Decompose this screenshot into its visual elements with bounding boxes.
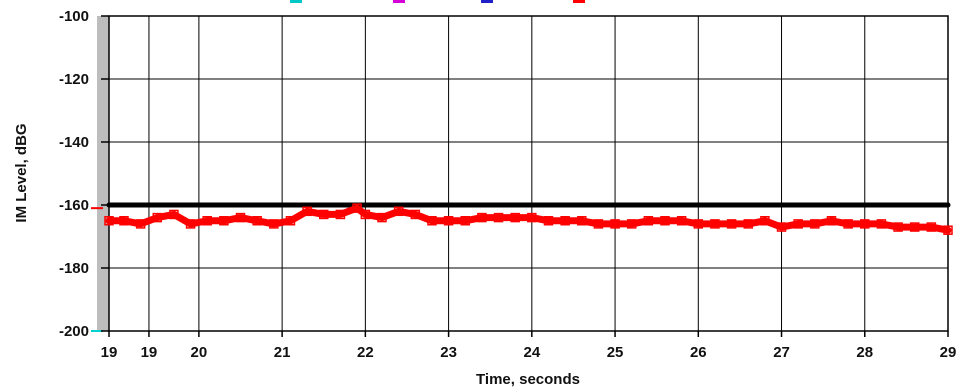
series-point	[793, 219, 803, 229]
legend-swatch	[481, 0, 493, 3]
x-tick-label: 27	[773, 344, 790, 361]
series-point	[760, 216, 770, 226]
series-point	[410, 209, 421, 220]
series-point	[660, 216, 670, 226]
series-point	[477, 212, 487, 223]
x-tick-label: 24	[523, 344, 540, 361]
series-point	[909, 222, 920, 232]
series-point	[235, 212, 246, 223]
series-layer	[104, 202, 953, 235]
y-tick-label: -200	[59, 323, 89, 340]
x-tick-label: 22	[357, 344, 374, 361]
series-point	[169, 209, 179, 220]
series-point	[269, 219, 279, 229]
series-point	[610, 219, 620, 229]
series-point	[185, 219, 196, 229]
series-point	[943, 225, 953, 235]
x-tick-label: 21	[274, 344, 291, 361]
y-tick-label: -100	[59, 8, 89, 25]
x-axis: 19 19 20 21 22 23 24 25 26 27 28 29	[101, 331, 957, 361]
series-point	[335, 209, 346, 220]
series-point	[693, 219, 704, 229]
x-tick-label: 20	[191, 344, 208, 361]
x-tick-label: 19	[101, 344, 118, 361]
series-point	[219, 216, 229, 226]
legend-swatch	[573, 0, 585, 3]
series-point	[843, 219, 853, 229]
y-tick-label: -140	[59, 134, 89, 151]
x-tick-label: 25	[607, 344, 624, 361]
series-line-measured	[105, 204, 952, 234]
x-tick-label: 29	[940, 344, 957, 361]
series-point	[776, 222, 787, 232]
series-point	[393, 206, 404, 217]
series-point	[352, 203, 362, 213]
series-point	[318, 209, 329, 220]
y-tick-label: -160	[59, 197, 89, 214]
series-point	[493, 212, 504, 223]
series-point	[427, 216, 437, 226]
series-point	[104, 216, 114, 226]
y-tick-label: -180	[59, 260, 89, 277]
series-point	[826, 216, 837, 226]
series-point	[810, 219, 820, 229]
series-point	[876, 219, 887, 229]
series-point	[626, 219, 637, 229]
x-tick-label: 26	[690, 344, 707, 361]
legend-swatches	[290, 0, 585, 3]
series-point	[726, 219, 737, 229]
series-point	[643, 216, 654, 226]
y-tick-label: -120	[59, 71, 89, 88]
series-point	[710, 219, 720, 229]
series-point	[443, 216, 454, 226]
legend-swatch	[393, 0, 405, 3]
x-tick-label: 28	[856, 344, 873, 361]
series-point	[893, 222, 903, 232]
y-axis-title: IM Level, dBG	[13, 123, 30, 222]
y-axis: -100 -120 -140 -160 -180 -200	[59, 8, 109, 340]
series-point	[377, 212, 387, 223]
series-point	[202, 216, 212, 226]
series-point	[543, 216, 554, 226]
x-tick-label: 23	[440, 344, 457, 361]
left-axis-shadow	[97, 16, 109, 331]
series-point	[119, 216, 129, 226]
x-tick-label: 19	[141, 344, 158, 361]
series-point	[510, 212, 520, 223]
plot-area	[108, 15, 949, 332]
series-point	[676, 216, 687, 226]
series-point	[152, 212, 163, 223]
series-point	[926, 222, 937, 232]
series-point	[460, 216, 470, 226]
legend-swatch	[290, 0, 302, 3]
series-point	[577, 216, 587, 226]
series-point	[285, 216, 296, 226]
series-point	[527, 212, 537, 223]
series-point	[252, 216, 262, 226]
x-axis-title: Time, seconds	[476, 371, 580, 388]
series-point	[593, 219, 604, 229]
series-point	[135, 219, 146, 229]
series-point	[860, 219, 870, 229]
series-point	[360, 209, 371, 220]
series-point	[743, 219, 753, 229]
series-point	[302, 206, 312, 217]
series-point	[560, 216, 570, 226]
